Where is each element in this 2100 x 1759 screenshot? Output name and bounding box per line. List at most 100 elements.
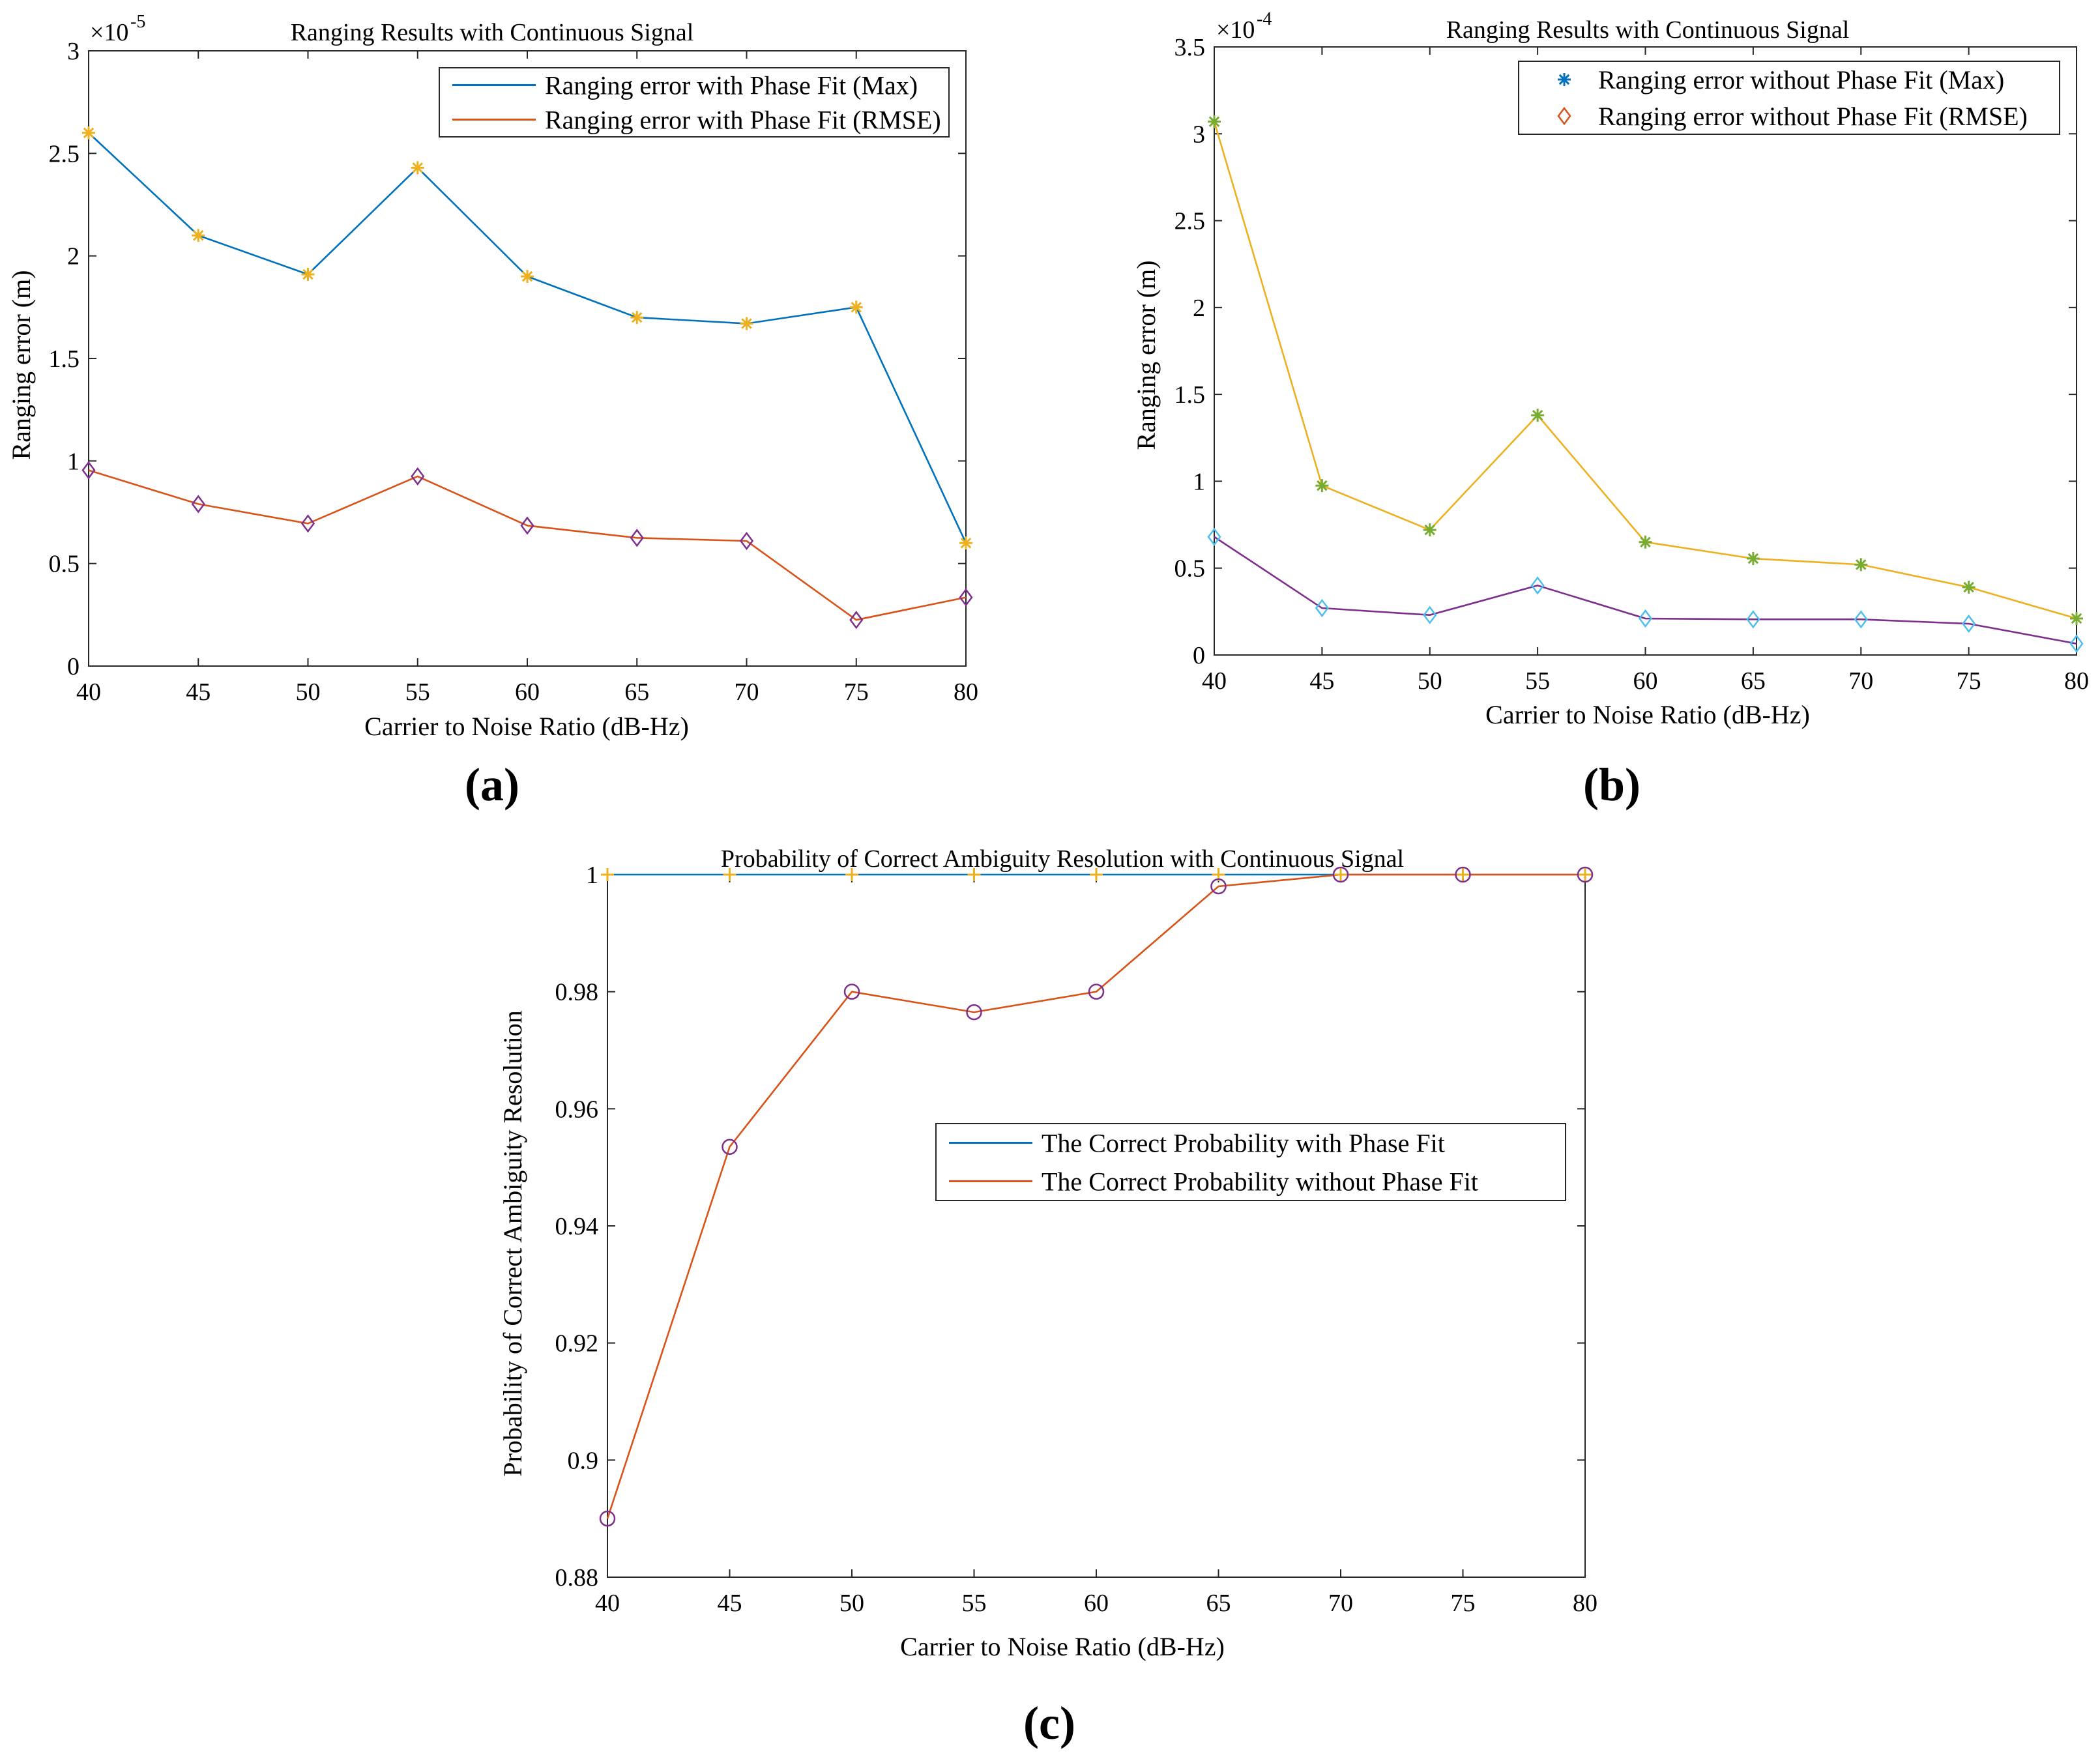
chart-a-series-0-point-stroke [302,269,314,280]
chart-a-xtick-label: 80 [954,678,978,706]
chart-a-series-0-point [192,229,205,242]
chart-b-ytick-label: 0 [1193,642,1205,669]
chart-c-legend-label: The Correct Probability without Phase Fi… [1042,1167,1478,1197]
chart-b-ytick-label: 3.5 [1174,34,1206,61]
chart-b-ytick-label: 3 [1193,121,1205,148]
chart-a-series-0-point-stroke [83,127,95,139]
chart-c-series-1-point [722,1139,738,1155]
chart-a-exponent: ×10 -5 [90,12,145,46]
chart-b-xtick-label: 55 [1525,667,1550,695]
chart-b-xtick-label: 75 [1957,667,1981,695]
chart-c-ytick-label: 0.94 [555,1213,599,1240]
chart-a-series-1-point [959,588,973,607]
chart-b-series-0-point-stroke [1532,409,1543,421]
chart-a-series-0-point-stroke [412,162,424,173]
chart-a-ytick-label: 1.5 [49,345,80,373]
chart-b-legend-swatch [1558,73,1571,86]
chart-a-xtick-label: 45 [186,678,211,706]
chart-b-legend-label: Ranging error without Phase Fit (Max) [1598,65,2004,94]
chart-c-panel-label: (c) [1023,1697,1075,1749]
chart-c-xtick-label: 40 [595,1590,620,1617]
chart-a-exponent-power: -5 [130,12,145,32]
chart-c-series-0-point [967,868,981,881]
chart-a-ylabel: Ranging error (m) [7,270,36,459]
chart-b-legend-box [1518,61,2060,135]
chart-b-series-1-point [1530,576,1545,595]
chart-b-exponent-power: -4 [1257,9,1272,29]
chart-b-series-0-point [1639,535,1652,549]
chart-c-xtick-label: 80 [1573,1590,1597,1617]
chart-b-series-1-point [1746,610,1760,629]
chart-a-legend-box [439,67,950,138]
chart-c-series-0-point [1579,868,1592,881]
chart-a-series-1-point [520,516,534,535]
chart-b-xtick-label: 65 [1741,667,1766,695]
chart-b-series-0-point-stroke [1424,524,1436,536]
chart-b-series-0-point-stroke [1747,553,1759,564]
chart-c-xlabel: Carrier to Noise Ratio (dB-Hz) [900,1632,1225,1661]
chart-a-xtick-label: 60 [515,678,540,706]
chart-a-series-0-point [411,161,424,175]
chart-c-series-1-point [1332,866,1349,883]
chart-b-ylabel: Ranging error (m) [1131,260,1161,450]
chart-c-series-1-line [606,873,1585,1519]
chart-b-legend: Ranging error without Phase Fit (Max) Ran… [1518,61,2060,135]
chart-c-series-1-point [1210,878,1227,895]
chart-a-series-0-point [521,270,534,283]
chart-b-series-1-point [1315,598,1329,618]
chart-a-series-1-point [849,611,864,630]
chart-b-ytick-label: 0.5 [1174,555,1206,583]
chart-a-series-0-point [630,311,644,325]
chart-a-xlabel: Carrier to Noise Ratio (dB-Hz) [364,712,689,741]
chart-a-series-0-point [82,126,95,139]
chart-c-ytick-label: 0.98 [555,979,599,1006]
chart-c-series-1-point [966,1004,982,1021]
chart-a-series-0-point-stroke [851,302,862,313]
chart-a-series-0-point [740,317,753,330]
chart-c-legend-box [935,1123,1566,1201]
chart-c-series-1-point [599,1510,616,1527]
chart-c-series-1-point [1455,866,1471,883]
chart-a-series-1-point [411,467,425,486]
chart-b-ytick-label: 2 [1193,295,1205,322]
chart-c-ytick-label: 0.9 [568,1447,599,1474]
chart-b-xlabel: Carrier to Noise Ratio (dB-Hz) [1485,700,1810,729]
chart-a-ytick-label: 2 [67,243,80,270]
chart-a-xtick-label: 70 [735,678,759,706]
chart-c-xtick-label: 45 [718,1590,742,1617]
chart-b-legend-label: Ranging error without Phase Fit (RMSE) [1598,102,2028,131]
chart-c-series-1-point [1088,983,1105,1000]
chart-b-panel-label: (b) [1583,759,1641,811]
chart-b-series-1-line [1214,536,2077,645]
chart-a-series-1-point [300,514,315,533]
chart-a-series-0-point [849,300,863,314]
chart-b-series-0-point [1962,581,1976,594]
chart-c-ytick-label: 0.92 [555,1330,599,1358]
chart-b-series-0-point [2070,612,2083,626]
chart-a-xtick-label: 55 [405,678,430,706]
chart-panel-b: Ranging Results with Continuous Signal ×… [1131,9,2089,811]
chart-a-series-0-point [959,536,972,550]
chart-c-ylabel: Probability of Correct Ambiguity Resolut… [498,1010,527,1477]
chart-c-plot-area: 40 45 50 55 60 65 70 75 80 0.88 0.9 0.92 0.94 0.96 0.9… [555,862,1598,1617]
chart-a-series-0-point-stroke [192,229,204,241]
chart-b-xtick-label: 80 [2064,667,2089,695]
chart-b-series-1-point [1638,609,1653,628]
chart-b-xtick-label: 70 [1848,667,1873,695]
chart-b-series-0-point-stroke [2071,613,2082,624]
chart-c-series-0-point [723,868,736,881]
chart-b-legend-swatch [1557,106,1571,126]
chart-panel-c: Probability of Correct Ambiguity Resolut… [498,845,1597,1749]
chart-b-ytick-label: 1 [1193,468,1205,495]
chart-b-xtick-label: 60 [1633,667,1658,695]
chart-a-series-1-point [81,461,96,480]
chart-c-series-1-point [1577,866,1594,883]
chart-b-series-0-point [1531,409,1545,422]
chart-b-series-1-point [1423,605,1437,624]
chart-b-legend-swatch-stroke [1558,74,1570,85]
chart-c-title: Probability of Correct Ambiguity Resolut… [721,845,1404,873]
chart-b-ytick-label: 1.5 [1174,381,1206,409]
chart-a-series-0-point-stroke [741,318,752,329]
chart-a-series-0-point-stroke [631,312,643,323]
chart-b-series-0-point-stroke [1963,581,1974,593]
